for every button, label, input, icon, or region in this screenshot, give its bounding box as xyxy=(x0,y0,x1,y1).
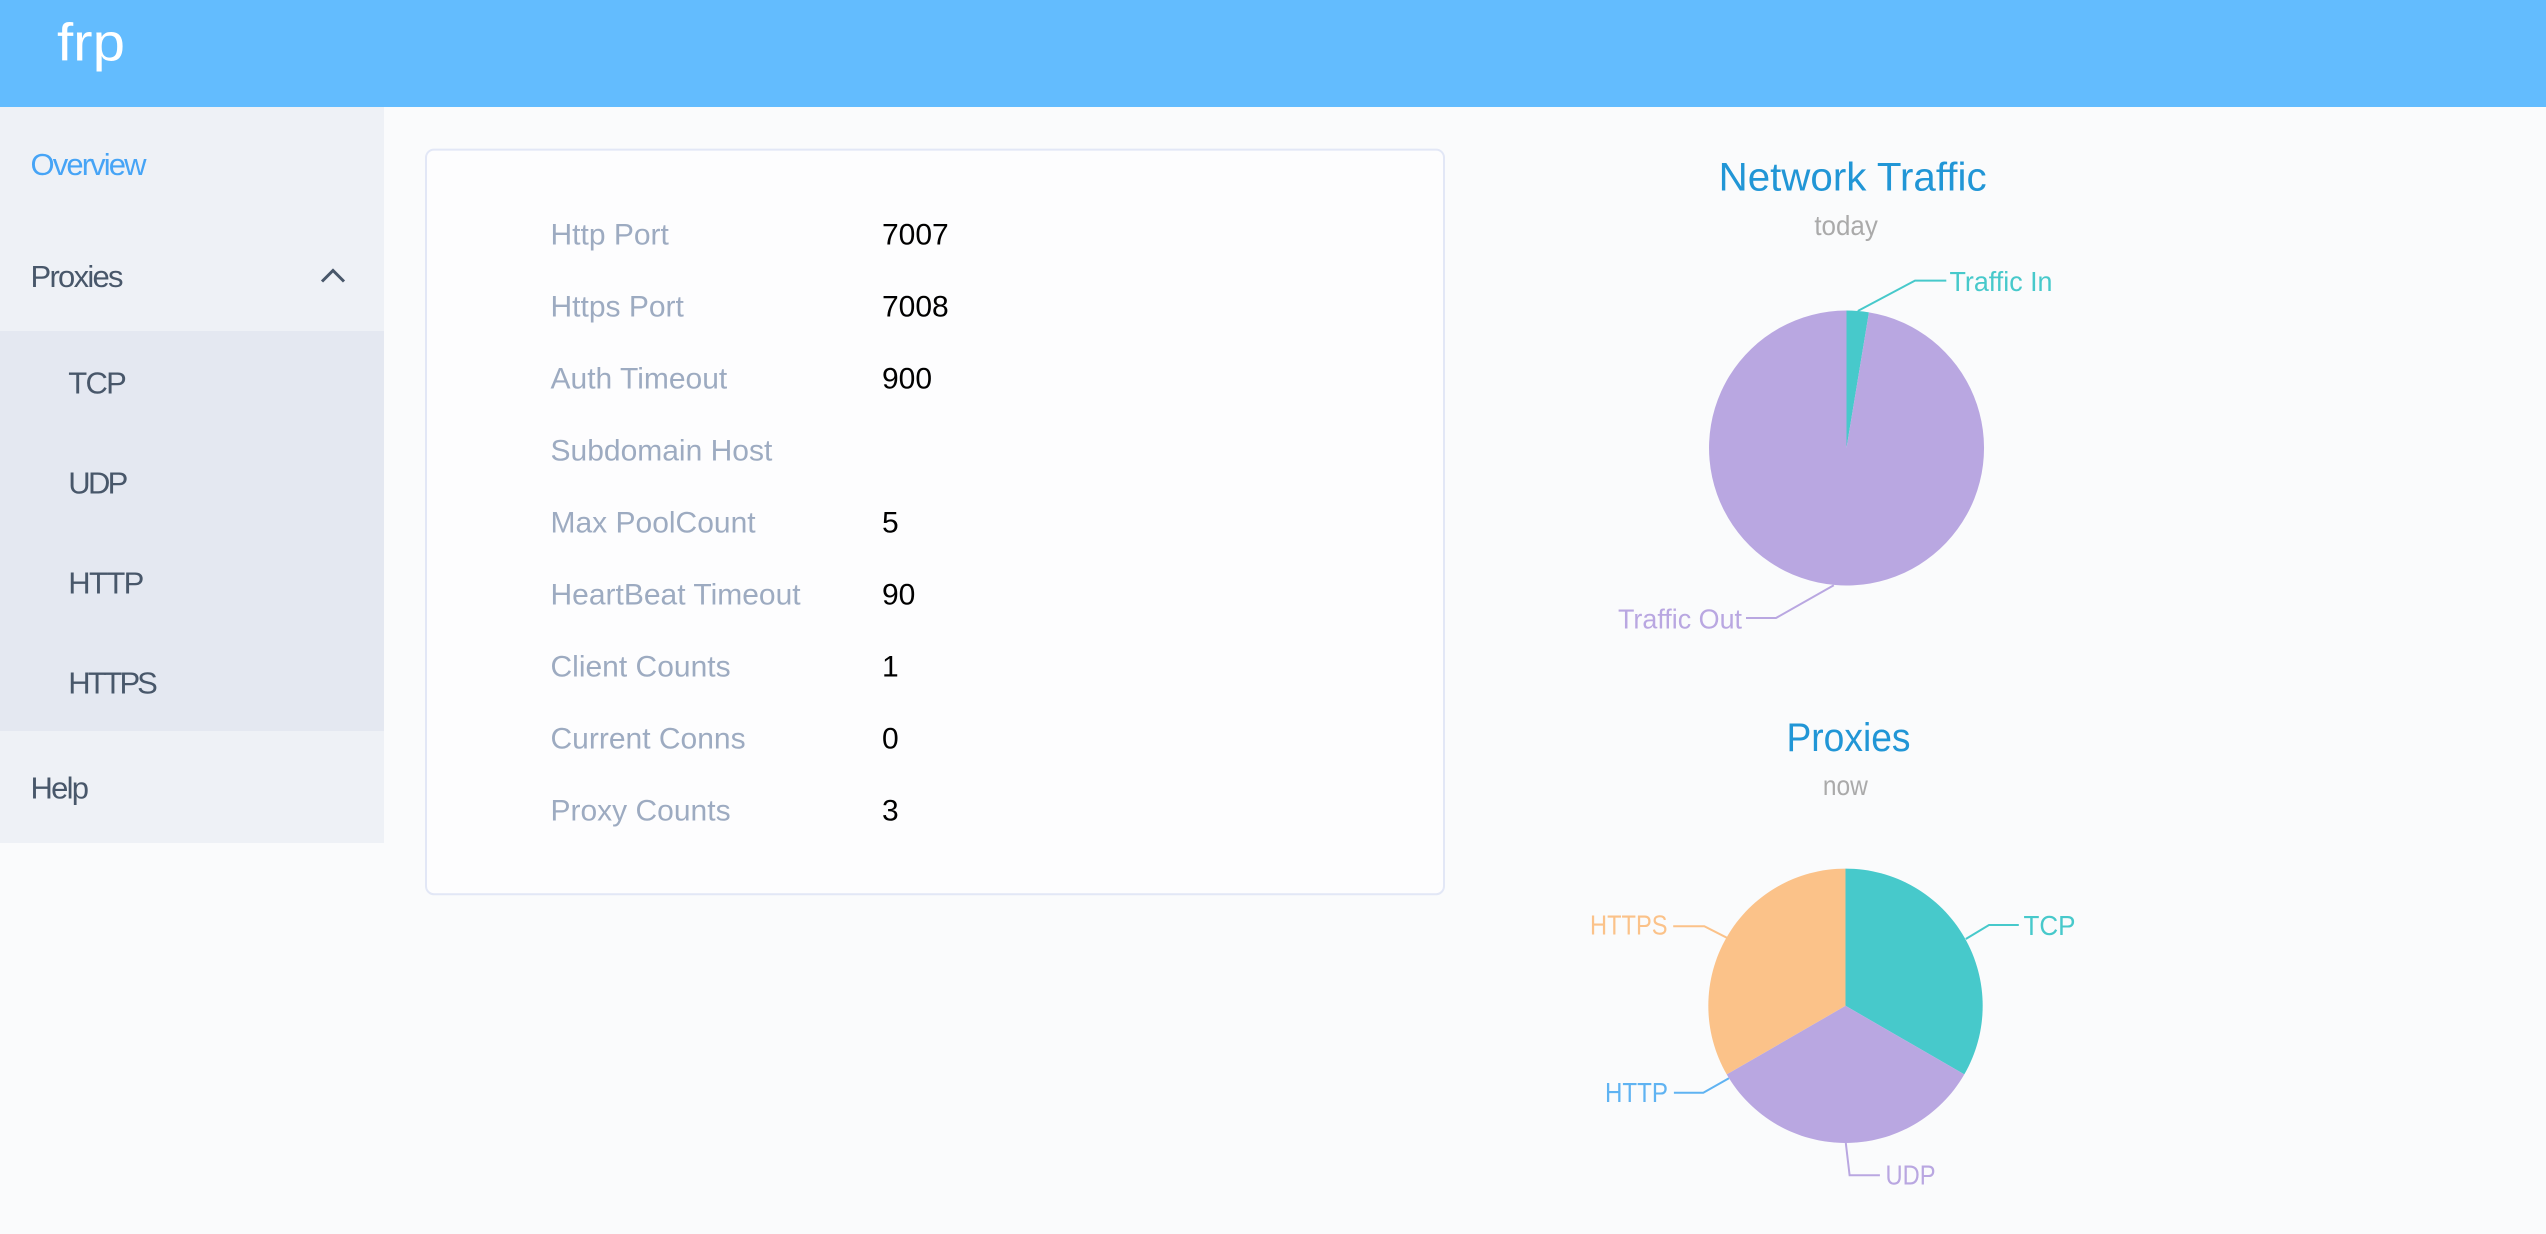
svg-text:7007: 7007 xyxy=(882,219,949,252)
svg-text:Overview: Overview xyxy=(31,147,148,182)
svg-text:Network Traffic: Network Traffic xyxy=(1719,156,1987,200)
svg-text:Proxies: Proxies xyxy=(31,259,124,294)
svg-text:HeartBeat Timeout: HeartBeat Timeout xyxy=(551,579,802,612)
svg-text:today: today xyxy=(1814,210,1878,241)
svg-text:now: now xyxy=(1823,770,1869,801)
svg-text:Http Port: Http Port xyxy=(551,219,670,252)
svg-text:0: 0 xyxy=(882,723,899,756)
svg-text:5: 5 xyxy=(882,507,899,540)
svg-text:Proxies: Proxies xyxy=(1787,716,1911,760)
svg-text:HTTPS: HTTPS xyxy=(1590,910,1668,941)
svg-text:Current Conns: Current Conns xyxy=(551,723,746,756)
svg-text:Subdomain Host: Subdomain Host xyxy=(551,435,773,468)
svg-text:90: 90 xyxy=(882,579,915,612)
svg-text:TCP: TCP xyxy=(68,366,127,401)
svg-text:TCP: TCP xyxy=(2024,910,2076,941)
svg-text:7008: 7008 xyxy=(882,291,949,324)
svg-text:HTTPS: HTTPS xyxy=(68,666,158,701)
svg-text:HTTP: HTTP xyxy=(68,566,144,601)
svg-text:900: 900 xyxy=(882,363,932,396)
svg-text:frp: frp xyxy=(57,14,125,73)
svg-text:UDP: UDP xyxy=(68,466,128,501)
svg-text:Https Port: Https Port xyxy=(551,291,685,324)
svg-text:Traffic In: Traffic In xyxy=(1950,266,2053,297)
svg-text:Auth Timeout: Auth Timeout xyxy=(551,363,728,396)
svg-text:Max PoolCount: Max PoolCount xyxy=(551,507,757,540)
svg-text:Help: Help xyxy=(31,771,90,806)
svg-text:UDP: UDP xyxy=(1886,1160,1936,1191)
svg-text:Traffic Out: Traffic Out xyxy=(1618,604,1742,635)
svg-text:1: 1 xyxy=(882,651,899,684)
svg-text:3: 3 xyxy=(882,795,899,828)
svg-text:Client Counts: Client Counts xyxy=(551,651,731,684)
svg-text:HTTP: HTTP xyxy=(1605,1077,1668,1108)
svg-text:Proxy Counts: Proxy Counts xyxy=(551,795,731,828)
